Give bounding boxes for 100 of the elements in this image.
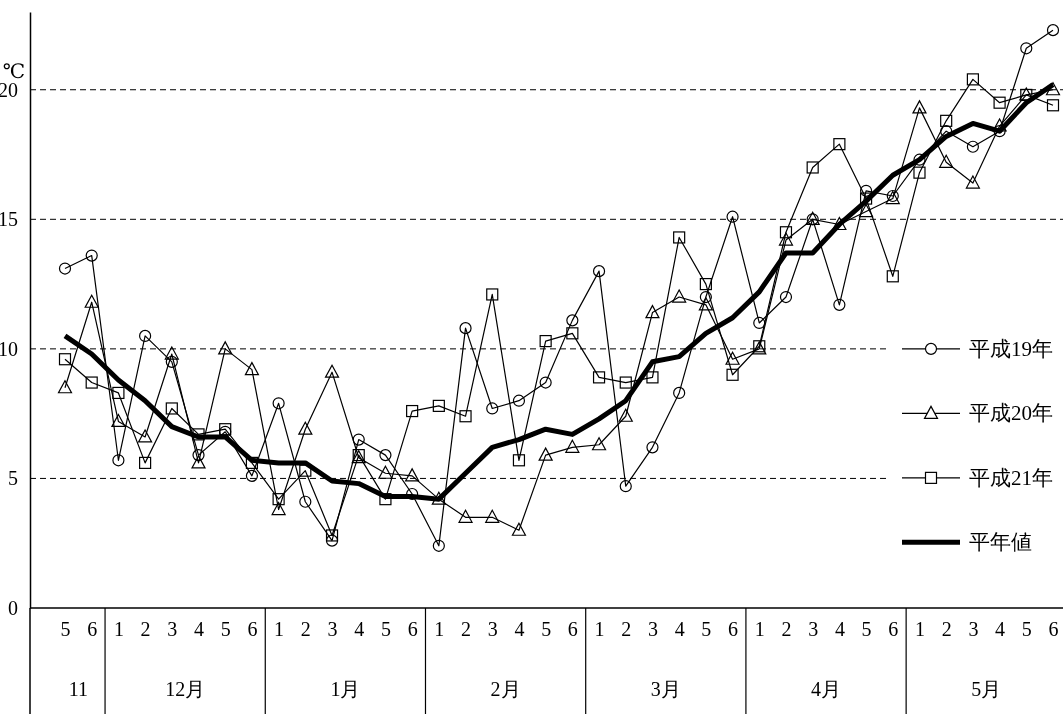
point xyxy=(432,539,445,552)
x-tick-label: 6 xyxy=(728,618,739,641)
point xyxy=(325,534,339,547)
text: 2月 xyxy=(490,678,521,700)
x-tick-label: 1 xyxy=(754,618,765,641)
point xyxy=(859,184,873,197)
point xyxy=(486,288,499,301)
point xyxy=(164,346,179,360)
legend-label: 平成19年 xyxy=(969,336,1053,361)
point xyxy=(993,96,1006,109)
point xyxy=(1020,42,1033,55)
x-tick-label: 6 xyxy=(247,618,258,641)
point xyxy=(486,402,499,415)
x-tick-label: 1 xyxy=(434,618,445,641)
x-tick-label: 4 xyxy=(674,618,685,641)
x-tick-label: 6 xyxy=(407,618,418,641)
point xyxy=(939,154,954,168)
point xyxy=(57,380,73,394)
point xyxy=(218,341,233,355)
point xyxy=(191,455,206,469)
point xyxy=(726,210,739,223)
point xyxy=(58,353,72,366)
x-tick-label: 4 xyxy=(995,618,1006,641)
point xyxy=(325,529,339,542)
text: 5月 xyxy=(971,678,1002,700)
x-tick-label: 2 xyxy=(140,618,151,641)
point xyxy=(645,304,660,319)
point xyxy=(58,262,72,275)
point xyxy=(85,376,98,389)
x-tick-label: 5 xyxy=(701,618,712,641)
x-tick-label: 2 xyxy=(941,618,952,641)
x-tick-label: 1 xyxy=(274,618,285,641)
point xyxy=(192,449,205,462)
x-tick-label: 2 xyxy=(300,618,311,641)
x-tick-label: 3 xyxy=(808,618,819,641)
point xyxy=(352,433,365,446)
point xyxy=(753,316,766,330)
x-tick-label: 5 xyxy=(380,618,391,641)
point xyxy=(138,429,153,443)
point xyxy=(966,73,979,86)
point xyxy=(832,216,847,231)
point xyxy=(726,368,739,381)
point xyxy=(859,192,873,205)
point xyxy=(432,399,445,412)
x-tick-label: 2 xyxy=(781,618,792,641)
point xyxy=(271,501,286,516)
point xyxy=(379,493,392,506)
x-tick-label: 3 xyxy=(167,618,178,641)
legend-label: 平成20年 xyxy=(969,401,1053,426)
x-tick-label: 6 xyxy=(87,618,98,641)
text: 1月 xyxy=(330,678,361,700)
point xyxy=(779,290,793,304)
x-tick-label: 3 xyxy=(487,618,498,641)
point xyxy=(165,355,178,368)
point xyxy=(566,327,579,340)
point xyxy=(85,249,98,262)
point xyxy=(459,322,472,335)
x-tick-label: 4 xyxy=(194,618,205,641)
point xyxy=(299,464,312,477)
point xyxy=(111,413,126,428)
point xyxy=(858,203,874,218)
point xyxy=(84,294,99,308)
y-tick-label: 0 xyxy=(8,596,18,619)
point xyxy=(673,231,686,244)
point xyxy=(672,289,687,303)
legend-label: 平年値 xyxy=(969,530,1032,555)
point xyxy=(512,394,526,407)
point xyxy=(646,371,659,384)
point xyxy=(591,437,607,451)
point xyxy=(912,100,927,114)
point xyxy=(833,298,846,311)
x-tick-label: 6 xyxy=(888,618,899,641)
point xyxy=(459,410,472,423)
point xyxy=(539,376,552,389)
x-tick-label: 5 xyxy=(541,618,552,641)
point xyxy=(966,140,979,153)
point xyxy=(405,468,420,482)
point xyxy=(779,226,793,239)
point xyxy=(725,351,740,365)
point xyxy=(886,270,899,283)
point xyxy=(165,402,178,415)
point xyxy=(378,465,393,479)
x-tick-label: 5 xyxy=(220,618,231,641)
point xyxy=(538,447,553,461)
point xyxy=(592,265,606,278)
point xyxy=(699,290,712,304)
point xyxy=(618,408,633,422)
x-tick-label: 2 xyxy=(621,618,632,641)
x-tick-label: 4 xyxy=(834,618,845,641)
x-tick-label: 2 xyxy=(461,618,472,641)
point xyxy=(245,469,259,482)
point xyxy=(299,495,312,508)
point xyxy=(458,509,473,523)
point xyxy=(565,439,580,453)
point xyxy=(699,277,712,291)
point xyxy=(1046,99,1060,112)
point xyxy=(1046,24,1060,37)
point xyxy=(298,421,313,435)
x-tick-label: 3 xyxy=(327,618,338,641)
y-tick-label: 5 xyxy=(8,467,18,490)
